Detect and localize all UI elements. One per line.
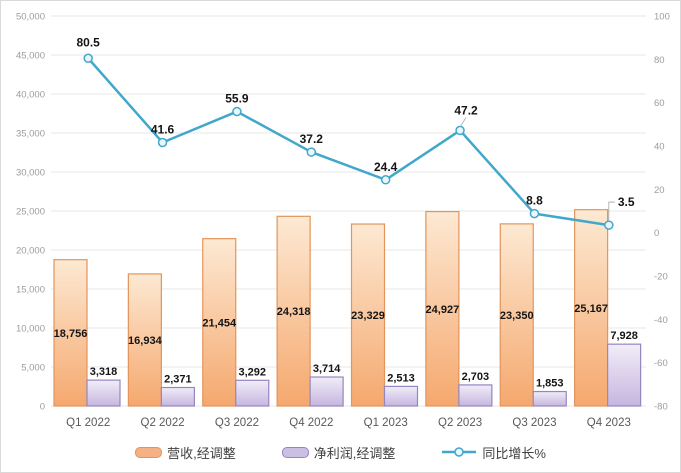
profit-bar-label: 2,703	[462, 371, 490, 383]
right-axis-tick-label: 80	[654, 55, 665, 66]
revenue-bar	[127, 273, 162, 407]
left-axis-tick-label: 25,000	[16, 207, 45, 218]
revenue-bar-label: 24,318	[277, 306, 311, 318]
revenue-bar-label: 23,350	[500, 310, 534, 322]
profit-bar	[160, 386, 195, 407]
profit-bar	[235, 379, 270, 407]
legend-item-profit: 净利润,经调整	[281, 443, 396, 462]
left-axis-tick-label: 15,000	[16, 285, 45, 296]
x-axis-category-label: Q1 2022	[66, 417, 110, 429]
profit-bar-label: 1,853	[536, 378, 564, 390]
right-axis-tick-label: 20	[654, 185, 665, 196]
growth-point-label: 3.5	[618, 195, 635, 209]
growth-point-label: 80.5	[77, 35, 101, 49]
revenue-bar	[53, 259, 88, 407]
left-axis-tick-label: 10,000	[16, 324, 45, 335]
growth-point-label: 24.4	[374, 160, 398, 174]
label-leader-line	[608, 201, 615, 221]
right-axis-tick-label: -40	[654, 315, 668, 326]
profit-bar	[309, 376, 344, 407]
profit-bar-label: 7,928	[610, 330, 638, 342]
profit-bar-label: 2,371	[164, 374, 192, 386]
growth-point-marker	[306, 147, 317, 157]
profit-bar-label: 2,513	[387, 372, 415, 384]
revenue-bar-label: 21,454	[202, 317, 237, 329]
legend-item-growth: 同比增长%	[441, 443, 546, 462]
right-axis-tick-label: -80	[654, 402, 668, 413]
left-axis-tick-label: 50,000	[16, 12, 45, 23]
right-axis-tick-label: -20	[654, 272, 668, 283]
revenue-swatch-icon	[135, 446, 163, 458]
growth-point-label: 8.8	[526, 194, 543, 208]
revenue-bar-label: 25,167	[574, 303, 608, 315]
legend-label-profit: 净利润,经调整	[313, 445, 396, 461]
growth-point-label: 47.2	[454, 103, 478, 117]
x-axis-category-label: Q3 2022	[215, 417, 259, 429]
profit-bar	[86, 379, 121, 407]
left-axis-tick-label: 20,000	[16, 246, 45, 257]
revenue-bar	[499, 223, 534, 407]
profit-bar	[532, 390, 567, 407]
growth-point-marker	[232, 106, 242, 117]
x-axis-category-label: Q2 2023	[438, 417, 482, 429]
right-axis-tick-label: -60	[654, 358, 668, 369]
profit-bar-label: 3,318	[90, 366, 118, 378]
growth-point-marker	[529, 208, 540, 219]
growth-point-label: 37.2	[300, 132, 324, 146]
growth-point-marker	[380, 175, 391, 185]
growth-point-marker	[604, 220, 614, 230]
profit-bar	[607, 343, 642, 407]
revenue-bar-label: 24,927	[426, 304, 460, 316]
label-leader-line	[460, 117, 467, 126]
growth-line	[87, 57, 610, 227]
revenue-bar	[350, 223, 386, 407]
x-axis-category-label: Q2 2022	[141, 417, 185, 429]
left-axis-tick-label: 40,000	[16, 90, 45, 101]
x-axis-category-label: Q4 2023	[587, 417, 631, 429]
right-axis-tick-label: 0	[654, 228, 659, 239]
revenue-bar	[202, 238, 237, 407]
profit-bar	[383, 385, 419, 407]
revenue-bar	[425, 210, 460, 407]
legend-label-growth: 同比增长%	[482, 445, 546, 461]
right-axis-tick-label: 100	[654, 12, 670, 23]
revenue-bar-label: 18,756	[54, 328, 88, 340]
right-axis-tick-label: 60	[654, 98, 665, 109]
x-axis-category-label: Q1 2023	[364, 417, 408, 429]
legend-item-revenue: 营收,经调整	[135, 443, 236, 462]
growth-point-marker	[455, 125, 465, 136]
revenue-bar	[574, 209, 609, 407]
growth-point-label: 41.6	[151, 123, 175, 137]
revenue-bar	[276, 215, 311, 407]
profit-bar	[458, 384, 493, 407]
left-axis-tick-label: 0	[40, 402, 45, 413]
growth-line-icon	[442, 447, 477, 457]
legend-line-marker	[454, 447, 465, 457]
left-axis-tick-label: 35,000	[16, 129, 45, 140]
growth-point-label: 55.9	[225, 92, 249, 106]
profit-bar-label: 3,292	[238, 366, 266, 378]
chart-legend: 营收,经调整 净利润,经调整 同比增长%	[1, 437, 680, 467]
plot-area: 50,000 45,000 40,000 35,000 30,000 25,000 20,0…	[16, 12, 670, 430]
legend-label-revenue: 营收,经调整	[167, 445, 236, 461]
left-axis-tick-label: 5,000	[21, 363, 45, 374]
left-axis-tick-label: 45,000	[16, 51, 45, 62]
revenue-bar-label: 16,934	[128, 335, 163, 347]
left-axis-tick-label: 30,000	[16, 168, 45, 179]
growth-point-marker	[157, 137, 168, 148]
profit-swatch-icon	[281, 446, 309, 458]
x-axis-category-label: Q4 2022	[289, 417, 333, 429]
x-axis-category-label: Q3 2023	[512, 417, 556, 429]
growth-point-marker	[83, 53, 93, 63]
revenue-bar-label: 23,329	[351, 310, 385, 322]
right-axis-tick-label: 40	[654, 142, 665, 153]
profit-bar-label: 3,714	[313, 363, 341, 375]
